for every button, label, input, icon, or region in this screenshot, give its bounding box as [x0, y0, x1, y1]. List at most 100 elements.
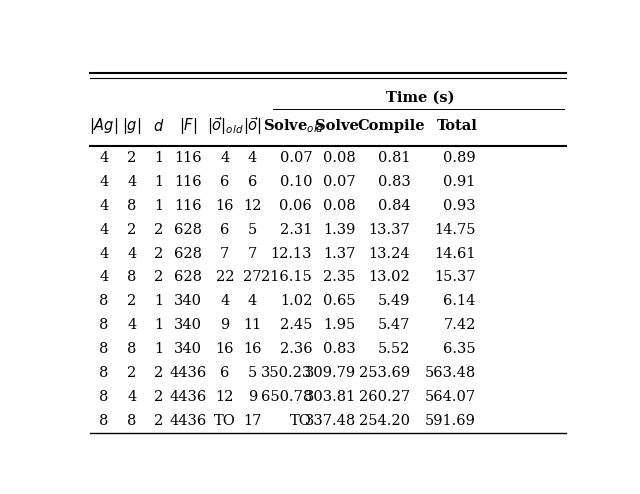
Text: 4: 4: [99, 270, 108, 285]
Text: 2: 2: [127, 151, 137, 165]
Text: 4436: 4436: [170, 414, 207, 428]
Text: 2.35: 2.35: [323, 270, 356, 285]
Text: 340: 340: [174, 294, 202, 308]
Text: 350.23: 350.23: [261, 366, 312, 380]
Text: 6.35: 6.35: [443, 342, 476, 356]
Text: 260.27: 260.27: [359, 390, 410, 404]
Text: $|Ag|$: $|Ag|$: [89, 116, 118, 136]
Text: 12: 12: [216, 390, 234, 404]
Text: Solve: Solve: [315, 119, 359, 133]
Text: 4: 4: [220, 151, 230, 165]
Text: 1.95: 1.95: [324, 318, 356, 332]
Text: 17: 17: [243, 414, 262, 428]
Text: 13.37: 13.37: [369, 223, 410, 237]
Text: 5.47: 5.47: [378, 318, 410, 332]
Text: 0.08: 0.08: [323, 151, 356, 165]
Text: 628: 628: [174, 223, 202, 237]
Text: 1: 1: [154, 342, 163, 356]
Text: 564.07: 564.07: [425, 390, 476, 404]
Text: 2: 2: [127, 366, 137, 380]
Text: 0.81: 0.81: [378, 151, 410, 165]
Text: 9: 9: [220, 318, 230, 332]
Text: 14.61: 14.61: [435, 247, 476, 260]
Text: 15.37: 15.37: [434, 270, 476, 285]
Text: 4: 4: [127, 247, 137, 260]
Text: 1: 1: [154, 175, 163, 189]
Text: 6: 6: [248, 175, 257, 189]
Text: 0.10: 0.10: [280, 175, 312, 189]
Text: $|\vec{o}|_{old}$: $|\vec{o}|_{old}$: [207, 115, 243, 137]
Text: 0.07: 0.07: [280, 151, 312, 165]
Text: 8: 8: [127, 270, 137, 285]
Text: 116: 116: [174, 151, 202, 165]
Text: 254.20: 254.20: [359, 414, 410, 428]
Text: 116: 116: [174, 199, 202, 213]
Text: 2: 2: [127, 294, 137, 308]
Text: 5: 5: [248, 366, 257, 380]
Text: 6.14: 6.14: [444, 294, 476, 308]
Text: 4: 4: [127, 318, 137, 332]
Text: $|F|$: $|F|$: [179, 116, 197, 136]
Text: 2: 2: [154, 390, 163, 404]
Text: 4: 4: [127, 390, 137, 404]
Text: 4: 4: [99, 199, 108, 213]
Text: 650.78: 650.78: [261, 390, 312, 404]
Text: 16: 16: [216, 342, 234, 356]
Text: 8: 8: [99, 366, 109, 380]
Text: 2: 2: [154, 223, 163, 237]
Text: 591.69: 591.69: [425, 414, 476, 428]
Text: 8: 8: [127, 342, 137, 356]
Text: 253.69: 253.69: [359, 366, 410, 380]
Text: 4: 4: [99, 247, 108, 260]
Text: 22: 22: [216, 270, 234, 285]
Text: 5.52: 5.52: [378, 342, 410, 356]
Text: 11: 11: [243, 318, 262, 332]
Text: 4: 4: [99, 151, 108, 165]
Text: 340: 340: [174, 318, 202, 332]
Text: 16: 16: [243, 342, 262, 356]
Text: 8: 8: [99, 318, 109, 332]
Text: 628: 628: [174, 270, 202, 285]
Text: 337.48: 337.48: [305, 414, 356, 428]
Text: 4436: 4436: [170, 390, 207, 404]
Text: 4: 4: [99, 223, 108, 237]
Text: 6: 6: [220, 175, 230, 189]
Text: 1.37: 1.37: [323, 247, 356, 260]
Text: TO: TO: [291, 414, 312, 428]
Text: 8: 8: [127, 199, 137, 213]
Text: Time (s): Time (s): [385, 90, 454, 104]
Text: 13.24: 13.24: [369, 247, 410, 260]
Text: 9: 9: [248, 390, 257, 404]
Text: Total: Total: [436, 119, 477, 133]
Text: 303.81: 303.81: [305, 390, 356, 404]
Text: 0.91: 0.91: [444, 175, 476, 189]
Text: 4436: 4436: [170, 366, 207, 380]
Text: 1: 1: [154, 199, 163, 213]
Text: 4: 4: [99, 175, 108, 189]
Text: 1.02: 1.02: [280, 294, 312, 308]
Text: TO: TO: [214, 414, 236, 428]
Text: 8: 8: [127, 414, 137, 428]
Text: 8: 8: [99, 342, 109, 356]
Text: 12: 12: [243, 199, 262, 213]
Text: 1: 1: [154, 318, 163, 332]
Text: 2: 2: [154, 414, 163, 428]
Text: 7: 7: [220, 247, 230, 260]
Text: 6: 6: [220, 223, 230, 237]
Text: 8: 8: [99, 294, 109, 308]
Text: 0.08: 0.08: [323, 199, 356, 213]
Text: 2: 2: [154, 270, 163, 285]
Text: 0.07: 0.07: [323, 175, 356, 189]
Text: $|\vec{o}|$: $|\vec{o}|$: [243, 115, 262, 137]
Text: 7: 7: [248, 247, 257, 260]
Text: 7.42: 7.42: [444, 318, 476, 332]
Text: 1.39: 1.39: [323, 223, 356, 237]
Text: Solve$_{old}$: Solve$_{old}$: [262, 117, 324, 135]
Text: 4: 4: [248, 294, 257, 308]
Text: 2: 2: [154, 247, 163, 260]
Text: 4: 4: [220, 294, 230, 308]
Text: 4: 4: [127, 175, 137, 189]
Text: 340: 340: [174, 342, 202, 356]
Text: 2.45: 2.45: [280, 318, 312, 332]
Text: 116: 116: [174, 175, 202, 189]
